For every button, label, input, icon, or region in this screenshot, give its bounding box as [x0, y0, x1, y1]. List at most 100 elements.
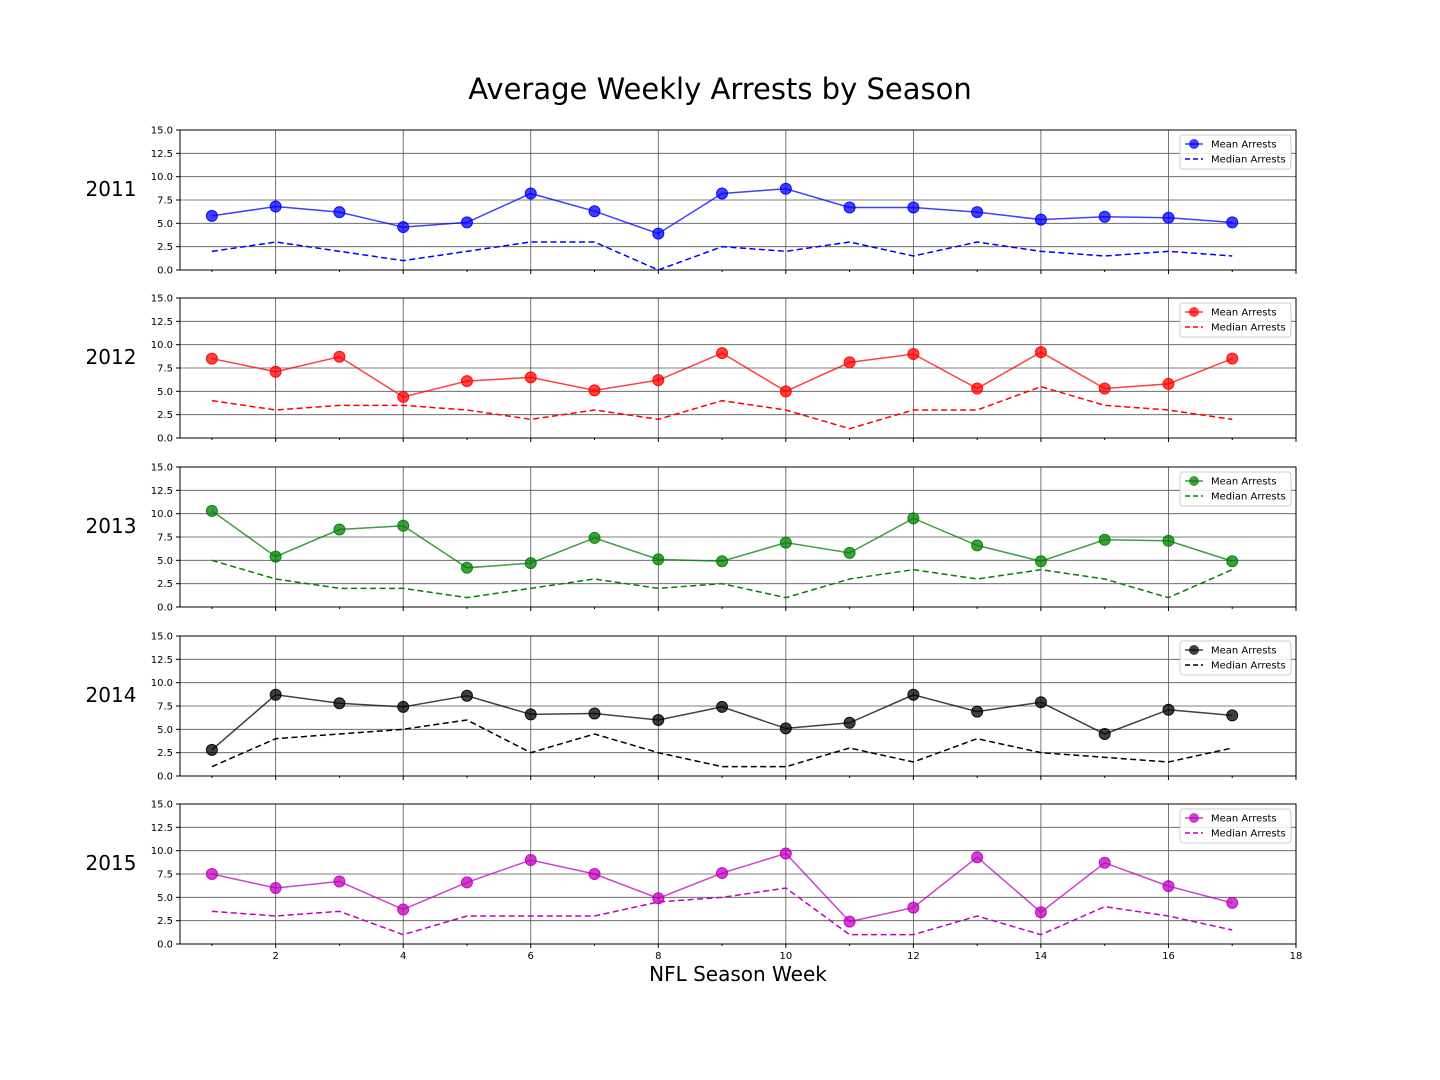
- mean-point: [1162, 703, 1175, 716]
- y-tick-label: 10.0: [151, 678, 173, 689]
- legend-mean-marker: [1189, 139, 1199, 149]
- mean-point: [1162, 880, 1175, 893]
- mean-point: [1098, 533, 1111, 546]
- mean-point: [971, 539, 984, 552]
- mean-point: [397, 221, 410, 234]
- y-tick-label: 15.0: [151, 632, 173, 643]
- mean-point: [205, 209, 218, 222]
- y-tick-label: 5.0: [157, 725, 173, 736]
- mean-point: [716, 867, 729, 880]
- median-line: [211, 385, 1233, 430]
- legend: Mean Arrests Median Arrests: [1179, 471, 1292, 507]
- mean-point: [907, 901, 920, 914]
- season-label: 2013: [86, 514, 137, 538]
- x-tick-label: 18: [1290, 951, 1303, 962]
- x-tick-label: 10: [779, 951, 792, 962]
- legend-label: Mean Arrests: [1211, 646, 1277, 657]
- x-tick-label: 16: [1162, 951, 1175, 962]
- legend-label: Mean Arrests: [1211, 814, 1277, 825]
- mean-point: [1034, 213, 1047, 226]
- x-tick-label: 6: [528, 951, 534, 962]
- mean-point: [333, 875, 346, 888]
- x-tick-label: 12: [907, 951, 920, 962]
- mean-point: [779, 722, 792, 735]
- y-tick-label: 7.5: [157, 533, 173, 544]
- panel-2014: 0.0 2.5 5.0 7.5 10.0 12.5 15.0 2014 Mean Arrests…: [86, 632, 1297, 783]
- legend-label: Median Arrests: [1211, 661, 1286, 672]
- legend-label: Median Arrests: [1211, 323, 1286, 334]
- legend-mean-marker: [1189, 476, 1199, 486]
- y-tick-label: 7.5: [157, 364, 173, 375]
- mean-point: [971, 382, 984, 395]
- median-line: [211, 719, 1233, 768]
- mean-point: [843, 546, 856, 559]
- mean-point: [269, 550, 282, 563]
- mean-point: [843, 716, 856, 729]
- mean-point: [333, 206, 346, 219]
- mean-point: [1034, 555, 1047, 568]
- legend-mean-marker: [1189, 813, 1199, 823]
- mean-point: [971, 851, 984, 864]
- season-label: 2012: [86, 345, 137, 369]
- y-tick-label: 0.0: [157, 266, 173, 277]
- mean-point: [588, 531, 601, 544]
- panel-2012: 0.0 2.5 5.0 7.5 10.0 12.5 15.0 2012 Mean Arrests…: [86, 294, 1297, 445]
- y-tick-label: 12.5: [151, 823, 173, 834]
- mean-point: [333, 523, 346, 536]
- y-tick-label: 0.0: [157, 772, 173, 783]
- season-label: 2015: [86, 851, 137, 875]
- median-line: [211, 241, 1233, 271]
- mean-point: [1098, 210, 1111, 223]
- legend-box: [1179, 302, 1292, 338]
- y-tick-label: 7.5: [157, 870, 173, 881]
- panel-2013: 0.0 2.5 5.0 7.5 10.0 12.5 15.0 2013 Mean Arrests…: [86, 463, 1297, 614]
- mean-point: [1226, 216, 1239, 229]
- y-tick-label: 15.0: [151, 126, 173, 137]
- mean-point: [205, 743, 218, 756]
- y-tick-label: 7.5: [157, 196, 173, 207]
- y-tick-label: 12.5: [151, 149, 173, 160]
- panel-2011: 0.0 2.5 5.0 7.5 10.0 12.5 15.0 2011 Mean Arrests…: [86, 126, 1297, 277]
- legend: Mean Arrests Median Arrests: [1179, 134, 1292, 170]
- y-tick-label: 2.5: [157, 410, 173, 421]
- mean-point: [333, 350, 346, 363]
- mean-point: [652, 374, 665, 387]
- mean-point: [524, 854, 537, 866]
- mean-point: [1162, 377, 1175, 390]
- mean-point: [269, 200, 282, 213]
- mean-point: [524, 187, 537, 200]
- axes-frame: [179, 803, 1297, 945]
- legend-label: Median Arrests: [1211, 155, 1286, 166]
- legend-label: Mean Arrests: [1211, 308, 1277, 319]
- legend: Mean Arrests Median Arrests: [1179, 640, 1292, 676]
- mean-point: [843, 915, 856, 928]
- axes-frame: [179, 129, 1297, 271]
- mean-point: [1098, 728, 1111, 740]
- mean-point: [269, 365, 282, 378]
- mean-point: [1162, 211, 1175, 224]
- mean-point: [397, 903, 410, 916]
- mean-point: [779, 847, 792, 860]
- mean-point: [1034, 346, 1047, 359]
- y-tick-label: 10.0: [151, 509, 173, 520]
- y-tick-label: 5.0: [157, 556, 173, 567]
- mean-point: [907, 688, 920, 701]
- mean-point: [588, 205, 601, 218]
- y-tick-label: 0.0: [157, 603, 173, 614]
- legend-mean-marker: [1189, 307, 1199, 317]
- mean-point: [971, 206, 984, 219]
- mean-point: [524, 708, 537, 721]
- mean-point: [460, 561, 473, 574]
- y-tick-label: 2.5: [157, 916, 173, 927]
- y-tick-label: 5.0: [157, 219, 173, 230]
- mean-point: [843, 201, 856, 214]
- mean-point: [652, 227, 665, 240]
- mean-point: [1226, 352, 1239, 365]
- mean-point: [460, 876, 473, 889]
- legend: Mean Arrests Median Arrests: [1179, 808, 1292, 844]
- mean-point: [397, 700, 410, 713]
- mean-point: [524, 557, 537, 570]
- y-tick-label: 15.0: [151, 463, 173, 474]
- mean-point: [1226, 555, 1239, 568]
